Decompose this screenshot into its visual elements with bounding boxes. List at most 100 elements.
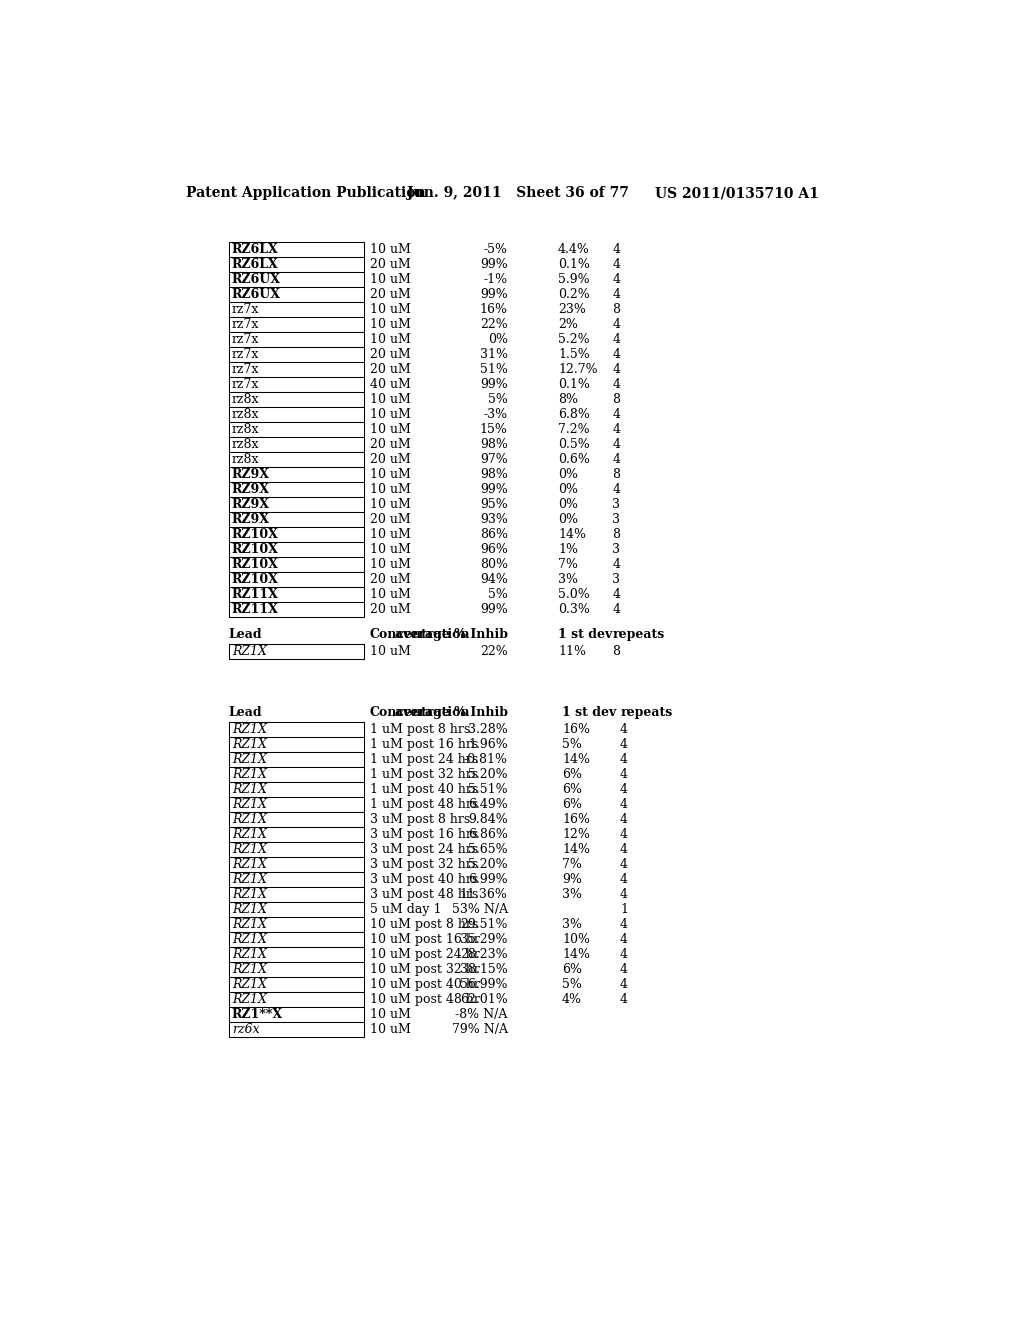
Bar <box>228 256 365 272</box>
Text: RZ1X: RZ1X <box>231 978 266 991</box>
Text: 4: 4 <box>612 347 621 360</box>
Text: 10 uM post 8 hrs: 10 uM post 8 hrs <box>370 919 478 931</box>
Text: rz6x: rz6x <box>231 1023 259 1036</box>
Text: 1.5%: 1.5% <box>558 347 590 360</box>
Bar <box>228 857 365 873</box>
Text: 20 uM: 20 uM <box>370 573 411 586</box>
Text: 6.99%: 6.99% <box>468 874 508 886</box>
Text: 10 uM: 10 uM <box>370 318 411 330</box>
Text: Concentration: Concentration <box>370 628 470 640</box>
Bar <box>228 437 365 451</box>
Bar <box>228 512 365 527</box>
Text: 16%: 16% <box>562 813 590 826</box>
Text: 11.36%: 11.36% <box>460 888 508 902</box>
Text: 3: 3 <box>612 513 621 525</box>
Bar <box>228 737 365 752</box>
Text: RZ9X: RZ9X <box>231 467 270 480</box>
Text: 4: 4 <box>621 768 628 781</box>
Text: 3 uM post 16 hrs: 3 uM post 16 hrs <box>370 828 478 841</box>
Text: rz8x: rz8x <box>231 453 259 466</box>
Text: 22%: 22% <box>480 644 508 657</box>
Text: 14%: 14% <box>562 948 590 961</box>
Text: 4: 4 <box>612 333 621 346</box>
Text: 6.86%: 6.86% <box>468 828 508 841</box>
Text: RZ1X: RZ1X <box>231 783 266 796</box>
Text: RZ1X: RZ1X <box>231 919 266 931</box>
Text: average % Inhib: average % Inhib <box>394 628 508 640</box>
Text: 4%: 4% <box>562 994 582 1006</box>
Text: RZ1X: RZ1X <box>231 933 266 946</box>
Bar <box>228 543 365 557</box>
Text: 5.0%: 5.0% <box>558 587 590 601</box>
Text: RZ1X: RZ1X <box>231 858 266 871</box>
Bar <box>228 392 365 407</box>
Text: rz7x: rz7x <box>231 333 259 346</box>
Bar <box>228 767 365 781</box>
Text: 0.2%: 0.2% <box>558 288 590 301</box>
Text: 53% N/A: 53% N/A <box>452 903 508 916</box>
Bar <box>228 1007 365 1022</box>
Text: rz7x: rz7x <box>231 302 259 315</box>
Text: 10 uM: 10 uM <box>370 498 411 511</box>
Text: 8: 8 <box>612 467 621 480</box>
Text: 10 uM post 40 hr: 10 uM post 40 hr <box>370 978 479 991</box>
Bar <box>228 873 365 887</box>
Text: 10 uM: 10 uM <box>370 422 411 436</box>
Text: 4: 4 <box>621 978 628 991</box>
Text: 10 uM: 10 uM <box>370 302 411 315</box>
Bar <box>228 962 365 977</box>
Text: 5.9%: 5.9% <box>558 273 590 285</box>
Text: 1%: 1% <box>558 543 579 556</box>
Text: 99%: 99% <box>480 257 508 271</box>
Bar <box>228 376 365 392</box>
Text: 6%: 6% <box>562 783 582 796</box>
Text: 12%: 12% <box>562 828 590 841</box>
Bar <box>228 482 365 496</box>
Text: -0.81%: -0.81% <box>464 754 508 766</box>
Text: 1: 1 <box>621 903 628 916</box>
Bar <box>228 602 365 616</box>
Text: 4: 4 <box>612 243 621 256</box>
Text: RZ10X: RZ10X <box>231 558 279 570</box>
Text: -8% N/A: -8% N/A <box>456 1008 508 1022</box>
Text: 4: 4 <box>612 408 621 421</box>
Text: 99%: 99% <box>480 378 508 391</box>
Text: 10 uM: 10 uM <box>370 273 411 285</box>
Text: US 2011/0135710 A1: US 2011/0135710 A1 <box>655 186 819 201</box>
Text: 5%: 5% <box>562 978 582 991</box>
Text: RZ6UX: RZ6UX <box>231 288 281 301</box>
Text: 29.51%: 29.51% <box>460 919 508 931</box>
Text: RZ10X: RZ10X <box>231 543 279 556</box>
Text: 4: 4 <box>612 587 621 601</box>
Text: 4: 4 <box>621 738 628 751</box>
Bar <box>228 496 365 512</box>
Text: -1%: -1% <box>483 273 508 285</box>
Text: 6.8%: 6.8% <box>558 408 590 421</box>
Text: 5.2%: 5.2% <box>558 333 590 346</box>
Text: Jun. 9, 2011   Sheet 36 of 77: Jun. 9, 2011 Sheet 36 of 77 <box>407 186 629 201</box>
Text: 4: 4 <box>621 723 628 737</box>
Text: 4: 4 <box>612 483 621 496</box>
Bar <box>228 317 365 331</box>
Text: 2%: 2% <box>558 318 578 330</box>
Text: 99%: 99% <box>480 483 508 496</box>
Text: RZ11X: RZ11X <box>231 587 279 601</box>
Text: RZ10X: RZ10X <box>231 528 279 541</box>
Text: RZ1X: RZ1X <box>231 754 266 766</box>
Text: 20 uM: 20 uM <box>370 257 411 271</box>
Text: 4: 4 <box>612 273 621 285</box>
Text: 95%: 95% <box>480 498 508 511</box>
Text: 1 uM post 8 hrs: 1 uM post 8 hrs <box>370 723 470 737</box>
Bar <box>228 722 365 737</box>
Text: 10 uM: 10 uM <box>370 243 411 256</box>
Text: 35.29%: 35.29% <box>460 933 508 946</box>
Text: 1 uM post 40 hrs: 1 uM post 40 hrs <box>370 783 478 796</box>
Text: repeats: repeats <box>621 706 673 719</box>
Text: 5.20%: 5.20% <box>468 858 508 871</box>
Text: RZ9X: RZ9X <box>231 483 270 496</box>
Text: 56.99%: 56.99% <box>460 978 508 991</box>
Text: 4.4%: 4.4% <box>558 243 590 256</box>
Text: 4: 4 <box>621 858 628 871</box>
Text: 3 uM post 24 hrs: 3 uM post 24 hrs <box>370 843 478 857</box>
Text: 16%: 16% <box>480 302 508 315</box>
